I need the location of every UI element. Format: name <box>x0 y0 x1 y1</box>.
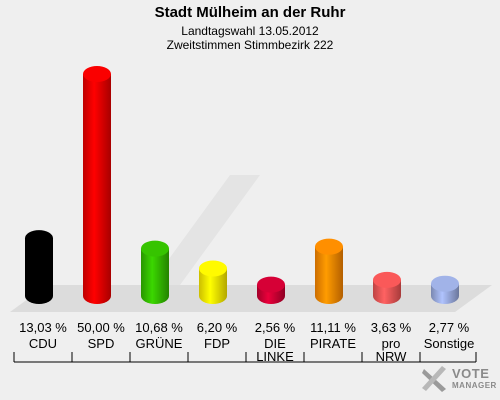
bar-spd <box>83 74 111 304</box>
category-label: FDP <box>204 336 230 351</box>
category-label: PIRATE <box>310 336 356 351</box>
chart-floor <box>10 285 492 312</box>
category-label: CDU <box>29 336 57 351</box>
bar-grüne <box>141 248 169 304</box>
bar-pirate <box>315 246 343 304</box>
bar-top-spd <box>83 66 111 82</box>
value-label: 6,20 % <box>197 320 238 335</box>
category-label: DIE <box>264 336 286 351</box>
value-label: 11,11 % <box>310 320 356 335</box>
vote-manager-logo: VOTE MANAGER <box>422 364 497 394</box>
category-label: Sonstige <box>424 336 475 351</box>
bar-top-pirate <box>315 238 343 255</box>
bar-top-pro-nrw <box>373 271 401 288</box>
bar-top-fdp <box>199 260 227 277</box>
category-label: LINKE <box>256 349 294 364</box>
category-label: pro <box>382 336 401 351</box>
value-label: 10,68 % <box>135 320 183 335</box>
bar-top-grüne <box>141 240 169 257</box>
logo-text-vote: VOTE <box>452 366 490 381</box>
category-label: SPD <box>88 336 115 351</box>
chart-title: Stadt Mülheim an der Ruhr <box>154 4 346 21</box>
chart-subtitle-district: Zweitstimmen Stimmbezirk 222 <box>166 38 334 52</box>
value-label: 3,63 % <box>371 320 412 335</box>
value-label: 2,77 % <box>429 320 470 335</box>
bar-top-die-linke <box>257 276 285 293</box>
chart-back-shadow <box>150 175 260 285</box>
bar-top-sonstige <box>431 275 459 292</box>
category-label: GRÜNE <box>136 336 183 351</box>
category-label: NRW <box>376 349 408 364</box>
value-label: 13,03 % <box>19 320 67 335</box>
logo-text-manager: MANAGER <box>452 381 497 390</box>
value-label: 2,56 % <box>255 320 296 335</box>
bar-fdp <box>199 268 227 304</box>
value-label: 50,00 % <box>77 320 125 335</box>
logo-icon <box>422 366 446 392</box>
bar-top-cdu <box>25 230 53 247</box>
chart-subtitle-election: Landtagswahl 13.05.2012 <box>181 24 319 38</box>
bar-cdu <box>25 238 53 304</box>
